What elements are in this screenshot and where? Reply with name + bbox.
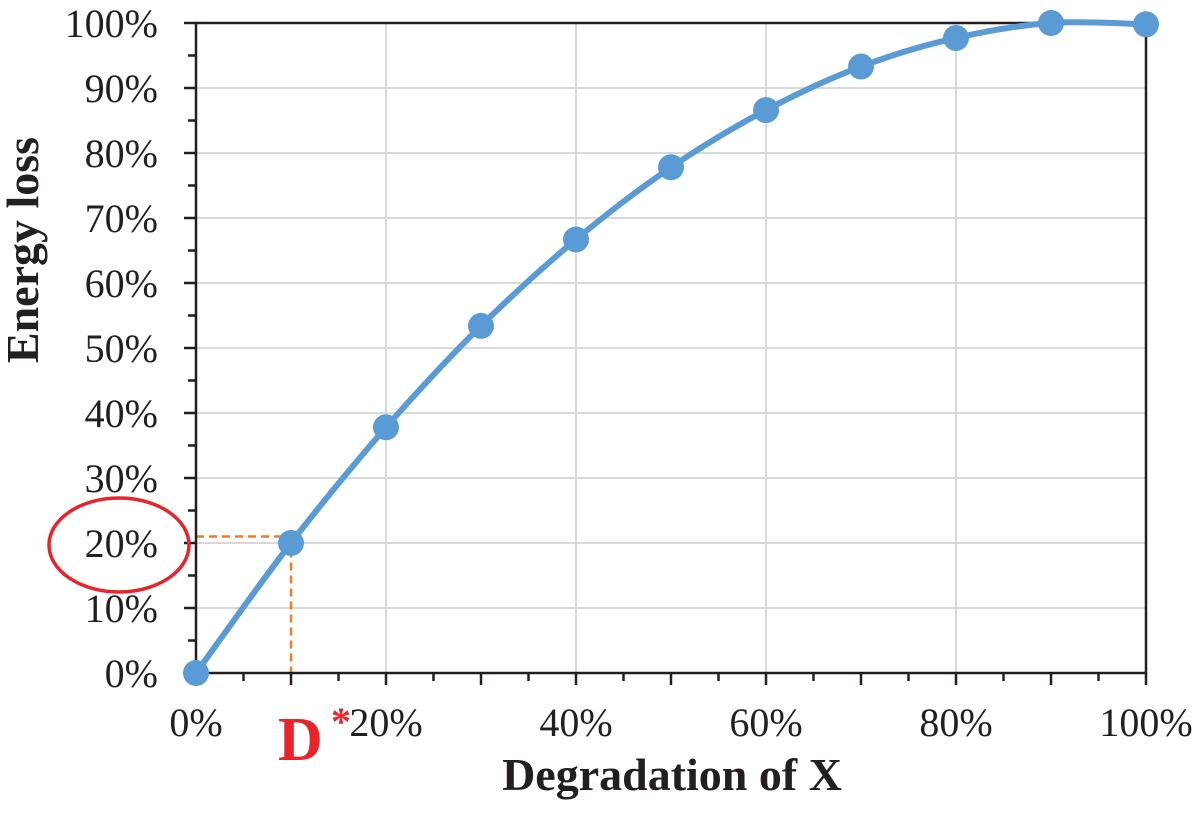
- y-tick-labels: 0%10%20%30%40%50%60%70%80%90%100%: [65, 1, 158, 696]
- y-tick-label: 50%: [85, 326, 158, 371]
- y-tick-label: 30%: [85, 456, 158, 501]
- d-star-label: D: [278, 706, 323, 774]
- x-tick-label: 40%: [539, 700, 612, 745]
- x-tick-label: 100%: [1099, 700, 1192, 745]
- x-axis-title: Degradation of X: [502, 749, 842, 800]
- x-tick-labels: 0% 20% 40% 60% 80% 100%: [169, 700, 1192, 745]
- data-point: [1038, 10, 1064, 36]
- data-point: [278, 530, 304, 556]
- x-tick-label: 20%: [349, 700, 422, 745]
- data-point: [373, 414, 399, 441]
- y-tick-label: 90%: [85, 66, 158, 111]
- data-point: [183, 660, 209, 686]
- y-tick-label: 40%: [85, 391, 158, 436]
- data-point: [753, 97, 779, 124]
- data-point: [563, 226, 589, 253]
- x-tick-label: 0%: [169, 700, 222, 745]
- data-point: [943, 24, 969, 51]
- y-tick-label: 100%: [65, 1, 158, 46]
- data-point: [848, 53, 874, 80]
- axis-ticks: [184, 21, 1148, 685]
- gridlines: [196, 23, 1146, 673]
- x-tick-label: 80%: [919, 700, 992, 745]
- y-tick-label: 20%: [85, 521, 158, 566]
- y-tick-label: 0%: [105, 651, 158, 696]
- data-point: [468, 312, 494, 339]
- series-energy-loss: [183, 10, 1159, 686]
- d-star-asterisk: *: [331, 699, 351, 744]
- circled-tick-annotation: [47, 496, 191, 594]
- data-point: [1133, 11, 1159, 38]
- d-star-guide-lines: [196, 535, 293, 673]
- y-axis-title: Energy loss: [0, 137, 48, 363]
- x-tick-label: 60%: [729, 700, 802, 745]
- y-tick-label: 70%: [85, 196, 158, 241]
- data-point: [658, 154, 684, 181]
- y-tick-label: 80%: [85, 131, 158, 176]
- y-tick-label: 60%: [85, 261, 158, 306]
